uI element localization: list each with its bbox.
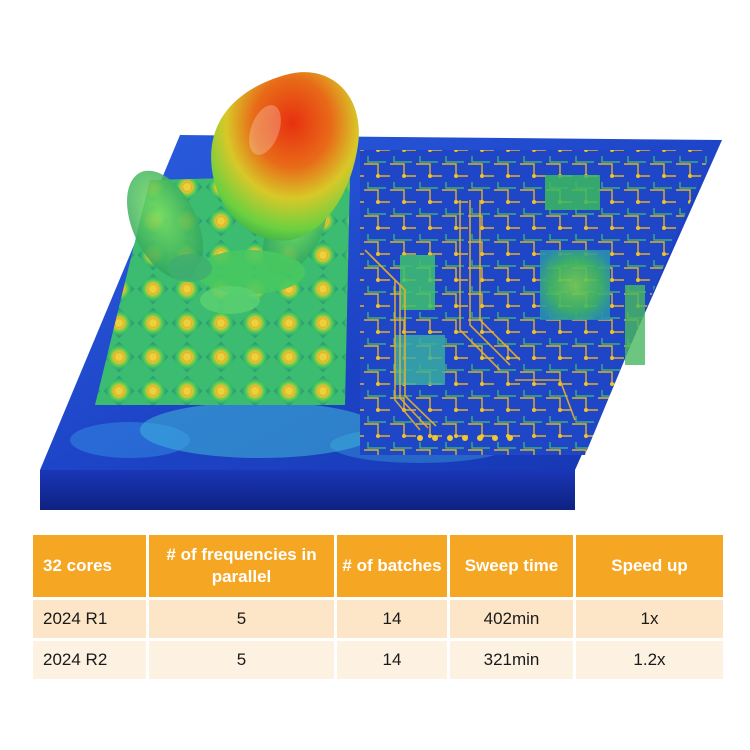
cell-batches: 14 — [337, 600, 447, 638]
header-cores: 32 cores — [33, 535, 146, 597]
cell-frequencies: 5 — [149, 600, 334, 638]
table-row: 2024 R2 5 14 321min 1.2x — [33, 641, 723, 679]
table-row: 2024 R1 5 14 402min 1x — [33, 600, 723, 638]
cell-sweep-time: 402min — [450, 600, 573, 638]
header-frequencies-in-parallel: # of frequencies in parallel — [149, 535, 334, 597]
cell-version: 2024 R1 — [33, 600, 146, 638]
cell-speed-up: 1x — [576, 600, 723, 638]
header-speed-up: Speed up — [576, 535, 723, 597]
cell-version: 2024 R2 — [33, 641, 146, 679]
table-header-row: 32 cores # of frequencies in parallel # … — [33, 535, 723, 597]
cell-batches: 14 — [337, 641, 447, 679]
cell-frequencies: 5 — [149, 641, 334, 679]
header-batches: # of batches — [337, 535, 447, 597]
cell-sweep-time: 321min — [450, 641, 573, 679]
cell-speed-up: 1.2x — [576, 641, 723, 679]
performance-comparison-table: 32 cores # of frequencies in parallel # … — [30, 532, 726, 682]
pcb-radiation-pattern-illustration — [40, 72, 722, 510]
header-sweep-time: Sweep time — [450, 535, 573, 597]
